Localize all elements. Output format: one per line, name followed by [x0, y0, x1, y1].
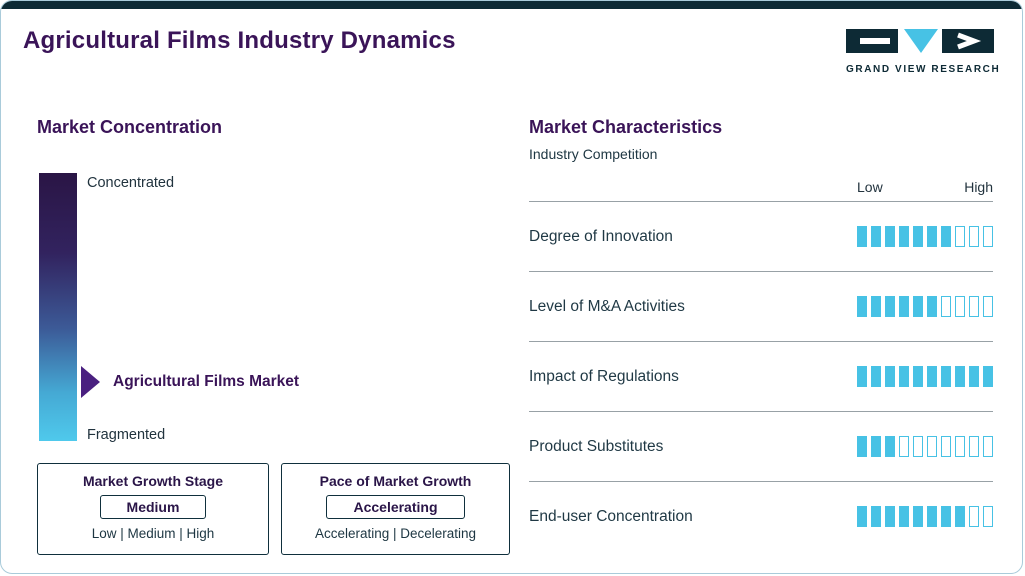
rating-segment — [955, 226, 965, 247]
rating-segment — [885, 226, 895, 247]
page-title: Agricultural Films Industry Dynamics — [23, 27, 456, 54]
rating-segment — [927, 366, 937, 387]
rating-bar — [857, 436, 993, 457]
rating-segment — [969, 226, 979, 247]
rating-segment — [857, 226, 867, 247]
top-accent-bar — [1, 1, 1022, 9]
rating-segment — [941, 436, 951, 457]
rating-segment — [969, 296, 979, 317]
rating-segment — [941, 506, 951, 527]
rating-segment — [969, 506, 979, 527]
concentration-scale: Concentrated Fragmented Agricultural Fil… — [39, 173, 489, 443]
rating-segment — [913, 506, 923, 527]
rating-segment — [885, 506, 895, 527]
rating-segment — [941, 366, 951, 387]
characteristic-row: Product Substitutes — [529, 411, 993, 481]
rating-segment — [955, 506, 965, 527]
logo-text: GRAND VIEW RESEARCH — [846, 64, 1001, 75]
rating-bar — [857, 296, 993, 317]
concentration-gradient-bar — [39, 173, 77, 441]
rating-segment — [927, 506, 937, 527]
rating-segment — [955, 296, 965, 317]
rating-segment — [927, 296, 937, 317]
rating-segment — [899, 366, 909, 387]
rating-segment — [969, 436, 979, 457]
box-options: Accelerating | Decelerating — [314, 526, 477, 541]
rating-segment — [871, 506, 881, 527]
box-value: Accelerating — [326, 495, 465, 519]
scale-low-label: Low — [857, 178, 883, 195]
characteristic-label: Product Substitutes — [529, 437, 664, 455]
scale-cell: Low High — [857, 179, 993, 195]
characteristic-row: Level of M&A Activities — [529, 271, 993, 341]
rating-segment — [913, 226, 923, 247]
rating-segment — [941, 226, 951, 247]
rating-segment — [913, 436, 923, 457]
section-title-market-concentration: Market Concentration — [37, 117, 223, 137]
rating-segment — [913, 366, 923, 387]
rating-segment — [927, 226, 937, 247]
growth-boxes: Market Growth Stage Medium Low | Medium … — [37, 463, 510, 555]
rating-segment — [857, 366, 867, 387]
characteristic-label: Degree of Innovation — [529, 227, 673, 245]
market-growth-stage-box: Market Growth Stage Medium Low | Medium … — [37, 463, 269, 555]
box-title: Pace of Market Growth — [319, 473, 472, 489]
box-options: Low | Medium | High — [91, 526, 215, 541]
industry-competition-label: Industry Competition — [529, 146, 658, 162]
concentrated-label: Concentrated — [87, 175, 175, 191]
characteristic-row: Degree of Innovation — [529, 201, 993, 271]
rating-segment — [913, 296, 923, 317]
rating-segment — [983, 506, 993, 527]
market-position-label: Agricultural Films Market — [113, 373, 300, 390]
characteristic-row: End-user Concentration — [529, 481, 993, 551]
rating-segment — [885, 436, 895, 457]
fragmented-label: Fragmented — [87, 427, 166, 443]
rating-segment — [941, 296, 951, 317]
section-title-market-characteristics: Market Characteristics — [529, 117, 723, 137]
rating-segment — [899, 506, 909, 527]
characteristics-table: Low High Degree of Innovation Level of M… — [529, 172, 993, 551]
rating-segment — [871, 296, 881, 317]
rating-segment — [871, 366, 881, 387]
box-title: Market Growth Stage — [82, 473, 224, 489]
rating-bar — [857, 226, 993, 247]
rating-segment — [899, 296, 909, 317]
box-value: Medium — [99, 495, 207, 519]
rating-segment — [955, 436, 965, 457]
gvr-logo-mark — [846, 29, 994, 53]
rating-segment — [857, 436, 867, 457]
rating-bar — [857, 366, 993, 387]
gvr-logo: GRAND VIEW RESEARCH — [846, 28, 1001, 75]
characteristic-label: Level of M&A Activities — [529, 297, 685, 315]
rating-segment — [899, 436, 909, 457]
rating-segment — [983, 366, 993, 387]
characteristic-label: End-user Concentration — [529, 507, 693, 525]
rating-segment — [871, 226, 881, 247]
rating-segment — [885, 366, 895, 387]
rating-segment — [857, 296, 867, 317]
characteristic-row: Impact of Regulations — [529, 341, 993, 411]
rating-segment — [899, 226, 909, 247]
rating-segment — [871, 436, 881, 457]
rating-segment — [857, 506, 867, 527]
rating-segment — [969, 366, 979, 387]
rating-segment — [955, 366, 965, 387]
market-position-arrow-icon — [81, 366, 100, 398]
scale-high-label: High — [964, 178, 993, 195]
rating-segment — [983, 436, 993, 457]
pace-of-growth-box: Pace of Market Growth Accelerating Accel… — [281, 463, 510, 555]
rating-bar — [857, 506, 993, 527]
characteristic-label: Impact of Regulations — [529, 367, 679, 385]
rating-segment — [885, 296, 895, 317]
rating-segment — [927, 436, 937, 457]
rating-segment — [983, 226, 993, 247]
scale-header: Low High — [529, 172, 993, 201]
rating-segment — [983, 296, 993, 317]
